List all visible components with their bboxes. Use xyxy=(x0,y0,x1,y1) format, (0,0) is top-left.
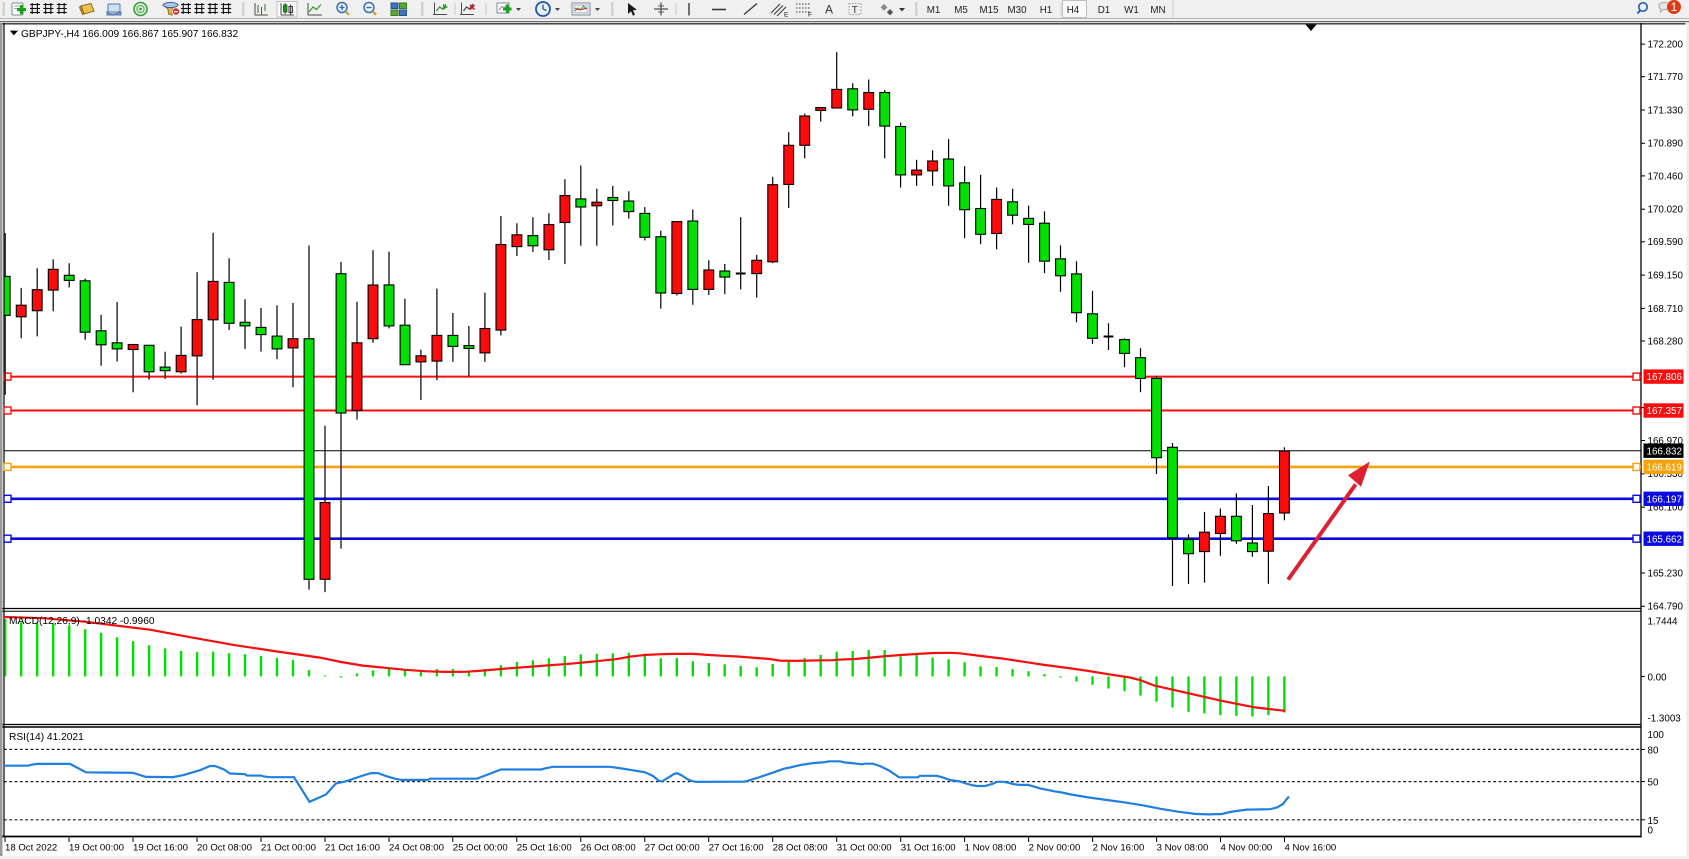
svg-text:2 Nov 16:00: 2 Nov 16:00 xyxy=(1093,842,1145,853)
svg-text:0: 0 xyxy=(1648,826,1654,837)
svg-text:27 Oct 00:00: 27 Oct 00:00 xyxy=(645,842,700,853)
svg-text:W1: W1 xyxy=(1124,5,1139,16)
svg-text:M15: M15 xyxy=(979,5,999,16)
svg-text:167.357: 167.357 xyxy=(1647,406,1682,417)
svg-text:GBPJPY-,H4 166.009 166.867 16: GBPJPY-,H4 166.009 166.867 165.907 166.8… xyxy=(21,29,238,40)
svg-text:172.200: 172.200 xyxy=(1648,40,1684,51)
svg-text:166.970: 166.970 xyxy=(1648,436,1684,447)
svg-text:170.020: 170.020 xyxy=(1648,205,1684,216)
svg-text:A: A xyxy=(825,3,833,17)
svg-text:31 Oct 16:00: 31 Oct 16:00 xyxy=(901,842,956,853)
svg-text:170.890: 170.890 xyxy=(1648,139,1684,150)
svg-text:165.230: 165.230 xyxy=(1648,568,1684,579)
svg-text:165.662: 165.662 xyxy=(1647,534,1682,545)
svg-text:171.770: 171.770 xyxy=(1648,72,1684,83)
svg-text:26 Oct 08:00: 26 Oct 08:00 xyxy=(581,842,636,853)
svg-text:H4: H4 xyxy=(1067,5,1080,16)
svg-text:164.790: 164.790 xyxy=(1648,602,1684,613)
svg-text:0.00: 0.00 xyxy=(1648,672,1668,683)
svg-text:MN: MN xyxy=(1150,5,1165,16)
svg-text:31 Oct 00:00: 31 Oct 00:00 xyxy=(837,842,892,853)
svg-text:M1: M1 xyxy=(927,5,941,16)
svg-text:19 Oct 16:00: 19 Oct 16:00 xyxy=(133,842,188,853)
svg-text:166.197: 166.197 xyxy=(1647,494,1682,505)
svg-text:50: 50 xyxy=(1648,778,1659,789)
svg-text:1 Nov 08:00: 1 Nov 08:00 xyxy=(965,842,1017,853)
svg-text:2 Nov 00:00: 2 Nov 00:00 xyxy=(1029,842,1081,853)
svg-text:M30: M30 xyxy=(1007,5,1027,16)
svg-text:21 Oct 16:00: 21 Oct 16:00 xyxy=(325,842,380,853)
svg-text:1.7444: 1.7444 xyxy=(1648,617,1679,628)
svg-text:4 Nov 16:00: 4 Nov 16:00 xyxy=(1285,842,1337,853)
svg-text:166.619: 166.619 xyxy=(1647,463,1682,474)
svg-text:15: 15 xyxy=(1648,816,1659,827)
svg-text:166.832: 166.832 xyxy=(1647,446,1682,457)
svg-text:28 Oct 08:00: 28 Oct 08:00 xyxy=(773,842,828,853)
svg-text:169.150: 169.150 xyxy=(1648,271,1684,282)
svg-text:169.590: 169.590 xyxy=(1648,237,1684,248)
svg-text:18 Oct 2022: 18 Oct 2022 xyxy=(5,842,57,853)
svg-text:166.530: 166.530 xyxy=(1648,469,1684,480)
svg-text:168.280: 168.280 xyxy=(1648,336,1684,347)
svg-text:H1: H1 xyxy=(1040,5,1053,16)
svg-text:100: 100 xyxy=(1648,730,1665,741)
svg-text:25 Oct 00:00: 25 Oct 00:00 xyxy=(453,842,508,853)
svg-text:80: 80 xyxy=(1648,745,1659,756)
svg-text:20 Oct 08:00: 20 Oct 08:00 xyxy=(197,842,252,853)
svg-text:RSI(14) 41.2021: RSI(14) 41.2021 xyxy=(9,732,84,743)
svg-text:19 Oct 00:00: 19 Oct 00:00 xyxy=(69,842,124,853)
svg-text:M5: M5 xyxy=(954,5,968,16)
svg-text:F: F xyxy=(808,12,812,19)
svg-text:25 Oct 16:00: 25 Oct 16:00 xyxy=(517,842,572,853)
svg-text:171.330: 171.330 xyxy=(1648,105,1684,116)
svg-text:166.100: 166.100 xyxy=(1648,503,1684,514)
svg-text:4 Nov 00:00: 4 Nov 00:00 xyxy=(1221,842,1273,853)
svg-text:24 Oct 08:00: 24 Oct 08:00 xyxy=(389,842,444,853)
svg-text:170.460: 170.460 xyxy=(1648,171,1684,182)
svg-text:1: 1 xyxy=(1671,0,1678,14)
svg-text:168.710: 168.710 xyxy=(1648,304,1684,315)
svg-text:MACD(12,26,9) -1.0342 -0.9960: MACD(12,26,9) -1.0342 -0.9960 xyxy=(9,616,155,627)
svg-text:D1: D1 xyxy=(1098,5,1111,16)
svg-text:21 Oct 00:00: 21 Oct 00:00 xyxy=(261,842,316,853)
svg-text:27 Oct 16:00: 27 Oct 16:00 xyxy=(709,842,764,853)
svg-text:T: T xyxy=(852,5,858,16)
svg-text:-1.3003: -1.3003 xyxy=(1648,714,1682,725)
svg-text:167.806: 167.806 xyxy=(1647,372,1683,383)
svg-text:3 Nov 08:00: 3 Nov 08:00 xyxy=(1157,842,1209,853)
svg-text:E: E xyxy=(784,12,789,19)
